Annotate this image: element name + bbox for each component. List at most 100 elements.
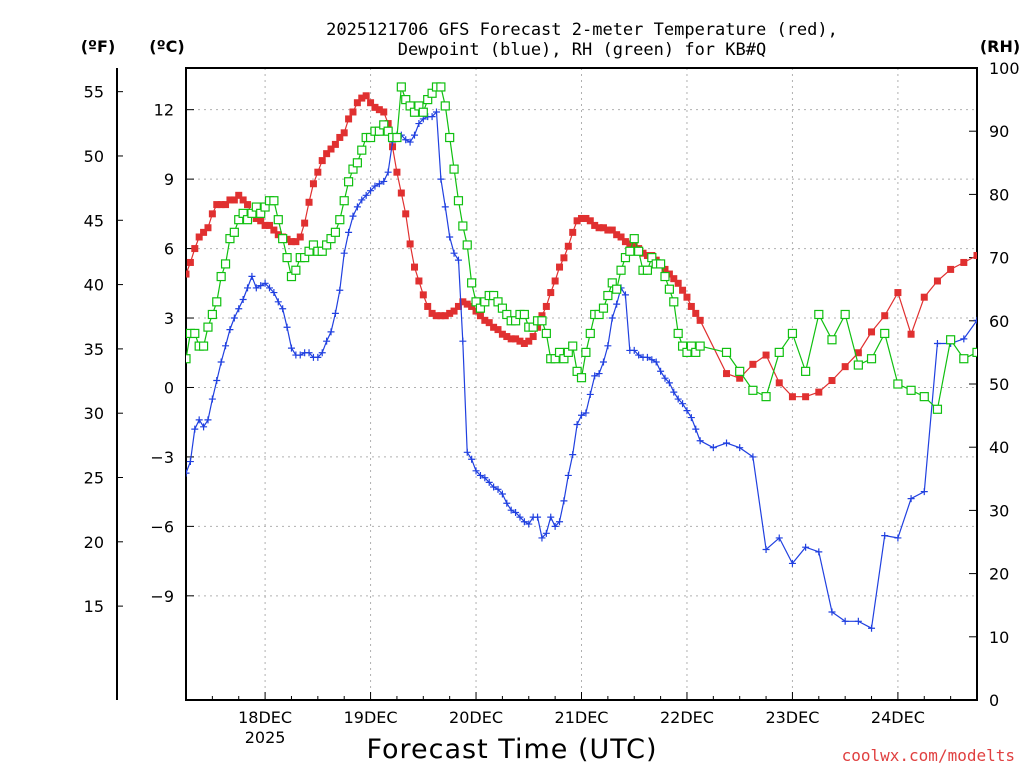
data-point <box>203 322 213 332</box>
celsius-tick-label: −9 <box>150 587 174 606</box>
data-point <box>269 196 279 206</box>
data-point <box>191 245 199 253</box>
data-point <box>547 289 555 297</box>
data-point <box>687 414 695 422</box>
data-point <box>534 513 542 521</box>
data-point <box>679 400 687 408</box>
data-point <box>274 298 282 306</box>
data-point <box>367 187 375 195</box>
data-point <box>629 234 639 244</box>
data-point <box>389 143 397 151</box>
data-point <box>933 277 941 285</box>
data-point <box>723 370 731 378</box>
data-point <box>529 333 537 341</box>
data-point <box>617 233 625 241</box>
data-point <box>507 506 515 514</box>
data-point <box>265 284 273 292</box>
data-point <box>840 309 850 320</box>
data-point <box>709 444 717 452</box>
data-point <box>736 444 744 452</box>
celsius-tick-label: 0 <box>164 378 174 397</box>
data-point <box>625 246 635 256</box>
data-point <box>573 217 581 225</box>
data-point <box>472 467 480 475</box>
data-point <box>437 175 445 183</box>
data-point <box>648 356 656 364</box>
data-point <box>467 278 477 288</box>
data-point <box>749 360 757 368</box>
data-point <box>973 316 977 324</box>
data-point <box>331 309 339 317</box>
data-point <box>569 228 577 236</box>
data-point <box>340 249 348 257</box>
data-point <box>432 108 440 116</box>
data-point <box>828 608 836 616</box>
rh-tick-label: 100 <box>989 59 1020 78</box>
data-point <box>541 328 551 339</box>
data-point <box>494 485 502 493</box>
data-point <box>428 113 436 121</box>
data-point <box>695 341 705 351</box>
data-point <box>604 226 612 234</box>
data-point <box>459 298 467 306</box>
data-point <box>463 448 471 456</box>
data-point <box>582 409 590 417</box>
data-point <box>371 182 379 190</box>
celsius-tick-label: 3 <box>164 309 174 328</box>
data-point <box>748 385 758 395</box>
data-point <box>775 379 783 387</box>
data-point <box>449 164 459 174</box>
data-point <box>692 309 700 317</box>
data-point <box>585 328 595 339</box>
celsius-tick-label: −6 <box>150 517 174 536</box>
data-point <box>190 328 200 339</box>
data-point <box>670 275 678 283</box>
data-point <box>450 249 458 257</box>
data-point <box>375 180 383 188</box>
data-point <box>248 272 256 280</box>
data-point <box>520 339 528 347</box>
data-point <box>191 425 199 433</box>
data-point <box>665 379 673 387</box>
data-point <box>932 404 943 414</box>
data-point <box>933 339 941 347</box>
celsius-unit-label: (ºC) <box>149 37 184 56</box>
x-tick-label: 19DEC <box>344 708 398 727</box>
credit-link[interactable]: coolwx.com/modelts <box>842 746 1015 765</box>
data-point <box>305 198 313 206</box>
data-point <box>673 328 683 339</box>
data-point <box>519 309 529 320</box>
data-point <box>603 290 613 301</box>
data-point <box>946 335 956 345</box>
data-point <box>314 168 322 176</box>
x-tick-label: 24DEC <box>871 708 925 727</box>
data-point <box>257 282 265 290</box>
data-point <box>841 363 849 371</box>
fahrenheit-tick-label: 55 <box>84 83 104 102</box>
data-point <box>525 337 533 345</box>
data-point <box>564 471 572 479</box>
data-point <box>761 392 771 402</box>
data-point <box>920 488 928 496</box>
fahrenheit-tick-label: 25 <box>84 469 104 488</box>
data-point <box>212 297 222 307</box>
data-point <box>881 532 889 540</box>
data-point <box>292 238 300 246</box>
data-point <box>775 534 783 542</box>
data-point <box>343 177 354 187</box>
data-point <box>692 425 700 433</box>
data-point <box>669 297 679 307</box>
data-point <box>868 624 876 632</box>
data-point <box>630 242 638 250</box>
series-dewpoint <box>186 108 977 632</box>
x-tick-year: 2025 <box>245 728 286 747</box>
data-point <box>261 221 269 229</box>
data-point <box>866 354 877 364</box>
data-point <box>186 458 194 466</box>
data-point <box>339 196 349 206</box>
data-point <box>516 337 524 345</box>
data-point <box>498 330 506 338</box>
data-point <box>428 309 436 317</box>
data-point <box>463 300 471 308</box>
